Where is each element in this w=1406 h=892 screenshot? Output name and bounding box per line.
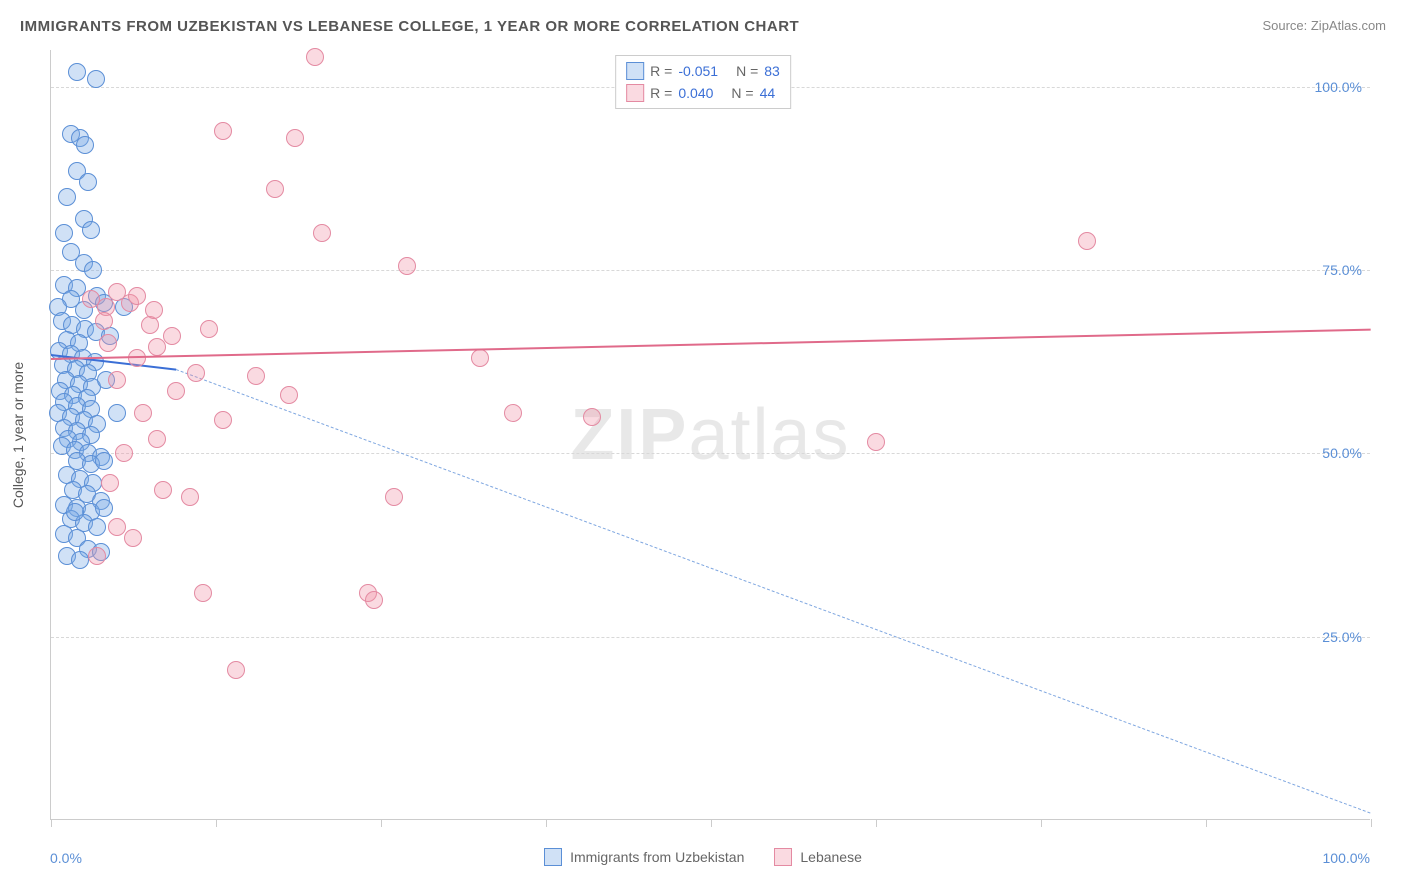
legend-label: Lebanese xyxy=(800,849,862,865)
data-point-lebanese xyxy=(247,367,265,385)
data-point-lebanese xyxy=(194,584,212,602)
data-point-lebanese xyxy=(128,287,146,305)
data-point-lebanese xyxy=(214,411,232,429)
data-point-lebanese xyxy=(88,547,106,565)
x-tick xyxy=(1041,819,1042,827)
watermark-bold: ZIP xyxy=(570,395,688,475)
legend-series: Immigrants from Uzbekistan Lebanese xyxy=(0,848,1406,866)
data-point-lebanese xyxy=(313,224,331,242)
data-point-uzbekistan xyxy=(76,136,94,154)
legend-correlation: R = -0.051 N = 83 R = 0.040 N = 44 xyxy=(615,55,791,109)
legend-r-label: R = xyxy=(650,63,672,79)
legend-n-value: 83 xyxy=(764,63,780,79)
data-point-lebanese xyxy=(867,433,885,451)
legend-n-value: 44 xyxy=(760,85,776,101)
data-point-uzbekistan xyxy=(87,70,105,88)
y-tick-label: 50.0% xyxy=(1322,445,1362,461)
data-point-uzbekistan xyxy=(108,404,126,422)
gridline xyxy=(51,270,1370,271)
data-point-lebanese xyxy=(504,404,522,422)
data-point-uzbekistan xyxy=(95,452,113,470)
gridline xyxy=(51,453,1370,454)
data-point-lebanese xyxy=(181,488,199,506)
data-point-lebanese xyxy=(154,481,172,499)
legend-r-value: 0.040 xyxy=(678,85,713,101)
data-point-uzbekistan xyxy=(55,224,73,242)
data-point-uzbekistan xyxy=(79,173,97,191)
data-point-lebanese xyxy=(95,312,113,330)
data-point-lebanese xyxy=(398,257,416,275)
x-tick xyxy=(1206,819,1207,827)
data-point-lebanese xyxy=(385,488,403,506)
legend-n-label: N = xyxy=(736,63,758,79)
legend-label: Immigrants from Uzbekistan xyxy=(570,849,744,865)
legend-item-lebanese: Lebanese xyxy=(774,848,862,866)
data-point-lebanese xyxy=(99,334,117,352)
data-point-lebanese xyxy=(148,430,166,448)
data-point-lebanese xyxy=(167,382,185,400)
y-axis-title: College, 1 year or more xyxy=(10,362,26,508)
data-point-lebanese xyxy=(145,301,163,319)
chart-title: IMMIGRANTS FROM UZBEKISTAN VS LEBANESE C… xyxy=(20,18,799,35)
data-point-lebanese xyxy=(148,338,166,356)
data-point-uzbekistan xyxy=(82,221,100,239)
x-tick xyxy=(1371,819,1372,827)
x-tick xyxy=(216,819,217,827)
gridline xyxy=(51,637,1370,638)
legend-swatch xyxy=(626,84,644,102)
data-point-uzbekistan xyxy=(88,518,106,536)
watermark: ZIPatlas xyxy=(570,394,850,476)
x-tick xyxy=(711,819,712,827)
data-point-lebanese xyxy=(101,474,119,492)
data-point-lebanese xyxy=(227,661,245,679)
watermark-light: atlas xyxy=(688,395,850,475)
data-point-uzbekistan xyxy=(66,503,84,521)
trend-line xyxy=(51,329,1371,360)
data-point-lebanese xyxy=(163,327,181,345)
data-point-lebanese xyxy=(187,364,205,382)
data-point-lebanese xyxy=(108,371,126,389)
legend-row-uzbekistan: R = -0.051 N = 83 xyxy=(626,60,780,82)
data-point-lebanese xyxy=(214,122,232,140)
source-label: Source: ZipAtlas.com xyxy=(1262,18,1386,33)
data-point-lebanese xyxy=(1078,232,1096,250)
data-point-uzbekistan xyxy=(71,551,89,569)
data-point-lebanese xyxy=(124,529,142,547)
data-point-uzbekistan xyxy=(84,261,102,279)
chart-container: IMMIGRANTS FROM UZBEKISTAN VS LEBANESE C… xyxy=(0,0,1406,892)
trend-line-dashed xyxy=(176,369,1371,814)
plot-area: ZIPatlas 25.0% 50.0% 75.0% 100.0% xyxy=(50,50,1370,820)
data-point-lebanese xyxy=(583,408,601,426)
x-tick xyxy=(51,819,52,827)
data-point-lebanese xyxy=(280,386,298,404)
legend-item-uzbekistan: Immigrants from Uzbekistan xyxy=(544,848,744,866)
x-tick xyxy=(546,819,547,827)
legend-r-value: -0.051 xyxy=(678,63,718,79)
data-point-lebanese xyxy=(306,48,324,66)
data-point-lebanese xyxy=(286,129,304,147)
data-point-lebanese xyxy=(365,591,383,609)
legend-n-label: N = xyxy=(731,85,753,101)
data-point-lebanese xyxy=(82,290,100,308)
legend-row-lebanese: R = 0.040 N = 44 xyxy=(626,82,780,104)
x-tick xyxy=(381,819,382,827)
data-point-lebanese xyxy=(108,518,126,536)
x-tick xyxy=(876,819,877,827)
y-tick-label: 75.0% xyxy=(1322,262,1362,278)
data-point-uzbekistan xyxy=(95,499,113,517)
data-point-uzbekistan xyxy=(68,63,86,81)
data-point-lebanese xyxy=(200,320,218,338)
data-point-lebanese xyxy=(115,444,133,462)
y-tick-label: 100.0% xyxy=(1315,79,1362,95)
legend-swatch xyxy=(774,848,792,866)
data-point-lebanese xyxy=(134,404,152,422)
legend-swatch xyxy=(544,848,562,866)
data-point-uzbekistan xyxy=(58,188,76,206)
legend-r-label: R = xyxy=(650,85,672,101)
data-point-lebanese xyxy=(471,349,489,367)
data-point-lebanese xyxy=(266,180,284,198)
legend-swatch xyxy=(626,62,644,80)
y-tick-label: 25.0% xyxy=(1322,629,1362,645)
